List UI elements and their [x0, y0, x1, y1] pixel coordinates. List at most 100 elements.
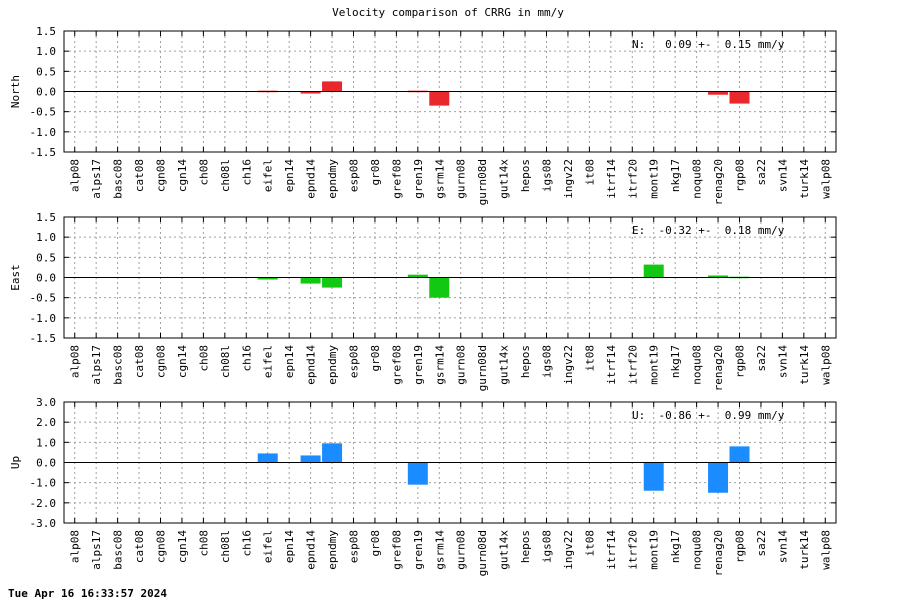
x-tick-label: igs08	[541, 530, 554, 563]
plot-border	[63, 401, 837, 524]
panel-up: 3.0 2.0 1.0 0.0 -1.0 -2.0 -3.0 alp08 alps17 basc0…	[9, 396, 837, 576]
x-tick-label: cgn14	[176, 159, 189, 192]
x-tick-label: epndmy	[326, 530, 339, 570]
y-tick-label: -0.5	[30, 292, 57, 305]
x-tick-label: itrf14	[605, 345, 618, 385]
y-tick-label: -2.0	[30, 497, 57, 510]
x-tick-label: gut14x	[498, 530, 511, 570]
x-tick-label: renag20	[712, 530, 725, 576]
x-tick-label: ingv22	[562, 530, 575, 570]
x-tick-label: sa22	[755, 530, 768, 557]
y-tick-label: -1.5	[30, 332, 57, 345]
x-tick-label: igs08	[541, 159, 554, 192]
x-tick-label: eifel	[262, 159, 275, 192]
x-tick-label: ch08	[197, 159, 210, 186]
x-tick-label: ingv22	[562, 345, 575, 385]
x-tick-label: epnd14	[305, 345, 318, 385]
x-tick-label: epn14	[283, 530, 296, 563]
bar-up-eifel	[257, 453, 278, 463]
x-tick-label: cat08	[133, 345, 146, 378]
x-tick-label: turk14	[798, 345, 811, 385]
x-tick-label: alps17	[90, 345, 103, 385]
x-tick-label: walp08	[819, 530, 832, 570]
x-tick-label: renag20	[712, 345, 725, 391]
x-tick-label: rgp08	[734, 530, 747, 563]
bar-north-gsrm14	[429, 91, 450, 106]
x-tick-label: noqu08	[691, 345, 704, 385]
y-tick-label: 3.0	[36, 396, 56, 409]
x-tick-label: renag20	[712, 159, 725, 205]
y-tick-label: 1.0	[36, 45, 56, 58]
y-tick-label: 0.0	[36, 86, 56, 99]
x-tick-label: itrf20	[626, 530, 639, 570]
x-tick-label: hepos	[519, 345, 532, 378]
x-tick-label: cat08	[133, 159, 146, 192]
x-tick-label: gurn08	[455, 530, 468, 570]
x-tick-label: alp08	[69, 530, 82, 563]
x-tick-label: gsrm14	[433, 159, 446, 199]
x-tick-label: gsrm14	[433, 530, 446, 570]
x-tick-label: mont19	[648, 159, 661, 199]
x-tick-label: ingv22	[562, 159, 575, 199]
x-tick-label: cat08	[133, 530, 146, 563]
bar-up-mont19	[643, 462, 664, 491]
x-tick-label: gut14x	[498, 159, 511, 199]
summary-north: N: 0.09 +- 0.15 mm/y	[632, 38, 785, 51]
bar-up-renag20	[708, 462, 729, 493]
bar-north-renag20	[708, 91, 729, 95]
bar-east-gsrm14	[429, 277, 450, 298]
x-tick-label: igs08	[541, 345, 554, 378]
x-tick-label: it08	[583, 345, 596, 372]
x-tick-label: ch08	[197, 530, 210, 557]
summary-up: U: -0.86 +- 0.99 mm/y	[632, 409, 785, 422]
bar-up-epndmy	[322, 443, 343, 463]
x-tick-label: alp08	[69, 159, 82, 192]
bar-north-epnd14	[300, 91, 321, 94]
x-tick-label: alp08	[69, 345, 82, 378]
bar-east-gren19	[407, 274, 428, 278]
x-tick-label: esp08	[348, 345, 361, 378]
bar-north-epndmy	[322, 81, 343, 92]
x-tick-label: ch08	[197, 345, 210, 372]
y-tick-label: 0.5	[36, 251, 56, 264]
x-tick-label: basc08	[112, 530, 125, 570]
x-tick-label: ch08l	[219, 345, 232, 378]
y-tick-label: -1.0	[30, 126, 57, 139]
x-tick-label: itrf14	[605, 530, 618, 570]
x-tick-label: gren19	[412, 159, 425, 199]
x-tick-label: itrf14	[605, 159, 618, 199]
x-tick-label: gref08	[390, 345, 403, 385]
y-tick-label: -1.0	[30, 477, 57, 490]
x-tick-label: epn14	[283, 159, 296, 192]
x-tick-label: turk14	[798, 159, 811, 199]
x-tick-label: cgn08	[155, 345, 168, 378]
x-tick-label: gren19	[412, 345, 425, 385]
bar-east-epndmy	[322, 277, 343, 288]
x-tick-label: epn14	[283, 345, 296, 378]
x-tick-label: svn14	[776, 530, 789, 563]
bar-up-epnd14	[300, 455, 321, 463]
x-tick-label: gurn08d	[476, 530, 489, 576]
panel-east: 1.5 1.0 0.5 0.0 -0.5 -1.0 -1.5 alp08 alps17 basc0…	[9, 211, 837, 391]
x-tick-label: noqu08	[691, 530, 704, 570]
y-tick-label: 1.5	[36, 25, 56, 38]
x-tick-label: gsrm14	[433, 345, 446, 385]
y-tick-label: -1.0	[30, 312, 57, 325]
x-tick-label: itrf20	[626, 345, 639, 385]
x-tick-label: epnd14	[305, 159, 318, 199]
x-tick-label: epndmy	[326, 345, 339, 385]
x-tick-label: rgp08	[734, 159, 747, 192]
summary-east: E: -0.32 +- 0.18 mm/y	[632, 224, 785, 237]
plot-border	[63, 30, 837, 153]
x-tick-label: eifel	[262, 345, 275, 378]
y-axis-label: North	[9, 75, 22, 108]
x-tick-label: gurn08	[455, 159, 468, 199]
y-tick-label: 2.0	[36, 416, 56, 429]
x-tick-label: epndmy	[326, 159, 339, 199]
x-tick-label: ch16	[240, 345, 253, 372]
x-tick-label: mont19	[648, 530, 661, 570]
panel-north: 1.5 1.0 0.5 0.0 -0.5 -1.0 -1.5 alp08 alps17 basc0…	[9, 25, 837, 205]
x-tick-label: ch08l	[219, 530, 232, 563]
x-tick-label: ch16	[240, 159, 253, 186]
